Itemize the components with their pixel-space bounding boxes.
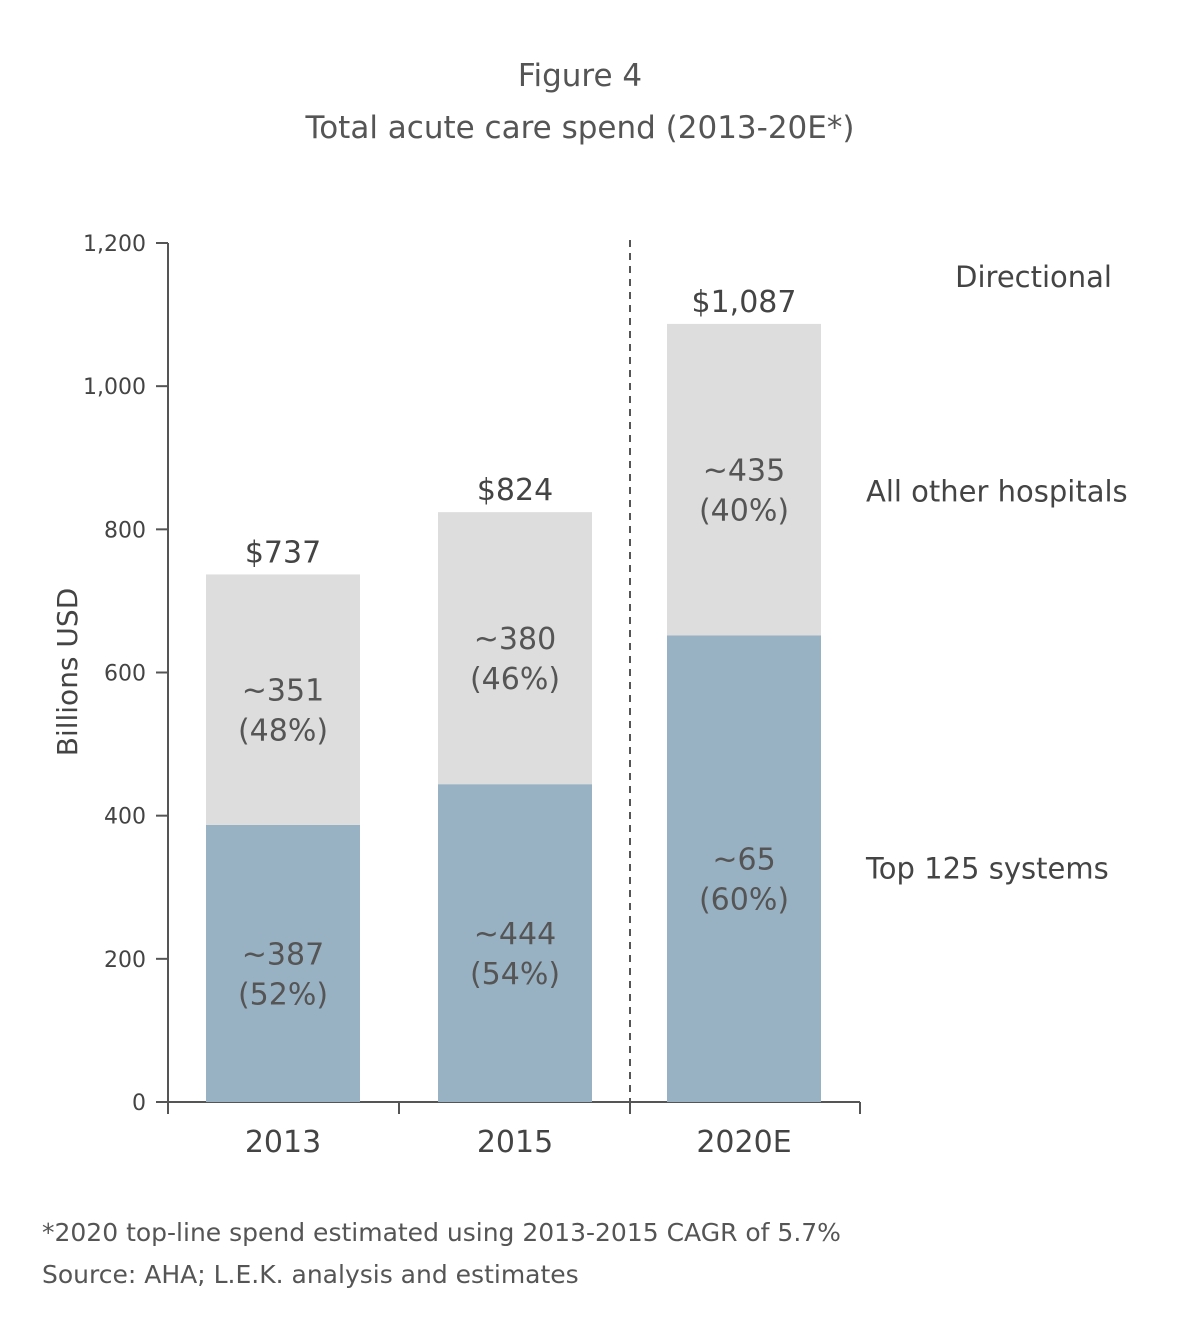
y-tick-label: 1,000 [83,375,146,400]
data-label-percent: (52%) [238,977,328,1012]
total-label: $737 [245,535,321,570]
data-label-value: ~380 [474,622,556,657]
data-label-percent: (48%) [238,714,328,749]
total-label: $1,087 [692,285,797,320]
data-label-value: ~65 [712,843,775,878]
data-label-percent: (54%) [470,957,560,992]
legend-all-other-hospitals: All other hospitals [866,475,1128,509]
bar-segment-all-other-2013 [206,574,360,825]
chart-subtitle: Total acute care spend (2013-20E*) [305,110,855,146]
legend-top-125-systems: Top 125 systems [865,852,1109,886]
bar-segment-top-125-2020E [667,635,821,1102]
source-note: Source: AHA; L.E.K. analysis and estimat… [42,1260,579,1289]
data-label-value: ~351 [242,674,324,709]
y-tick-label: 0 [132,1091,146,1116]
y-tick-label: 800 [104,518,146,543]
total-label: $824 [477,473,553,508]
data-label-value: ~387 [242,937,324,972]
x-tick-label: 2015 [477,1125,553,1160]
y-tick-label: 600 [104,662,146,687]
data-label-value: ~435 [703,454,785,489]
bar-segment-top-125-2013 [206,824,360,1102]
y-tick-label: 1,200 [83,232,146,257]
footnote: *2020 top-line spend estimated using 201… [42,1218,841,1247]
chart-title: Figure 4 [517,58,643,94]
y-axis-label: Billions USD [51,588,84,757]
data-label-percent: (40%) [699,494,789,529]
bar-segment-all-other-2015 [438,512,592,785]
x-tick-label: 2020E [696,1125,791,1160]
data-label-percent: (60%) [699,883,789,918]
data-label-percent: (46%) [470,662,560,697]
directional-annotation: Directional [955,260,1112,294]
data-label-value: ~444 [474,917,556,952]
bar-segment-all-other-2020E [667,323,821,636]
y-tick-label: 200 [104,948,146,973]
bar-segment-top-125-2015 [438,784,592,1102]
y-tick-label: 400 [104,805,146,830]
x-tick-label: 2013 [245,1125,321,1160]
